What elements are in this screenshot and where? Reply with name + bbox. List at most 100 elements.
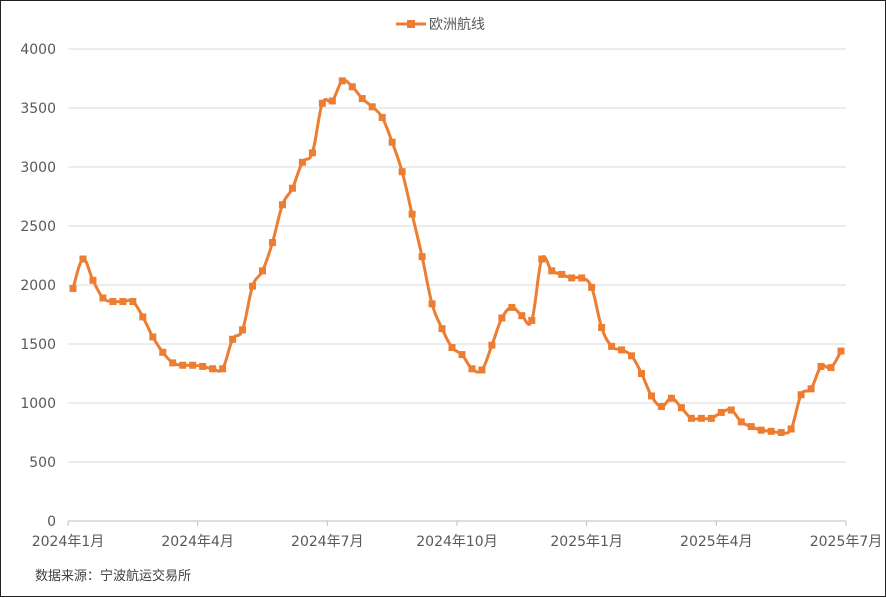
data-point [647, 392, 655, 400]
data-point [528, 316, 536, 324]
data-point [747, 423, 755, 431]
y-tick-label: 4000 [20, 42, 56, 58]
data-point [598, 323, 606, 331]
data-point [358, 95, 366, 103]
data-point [388, 138, 396, 146]
source-note: 数据来源：宁波航运交易所 [35, 569, 192, 584]
data-point [618, 346, 626, 354]
data-point [807, 385, 815, 393]
x-tick-label: 2024年4月 [161, 534, 234, 550]
data-point [219, 365, 227, 373]
data-point [508, 303, 516, 311]
data-point [189, 361, 197, 369]
data-point [448, 344, 456, 352]
x-tick-label: 2025年7月 [810, 534, 883, 550]
data-point [159, 348, 167, 356]
data-point [408, 210, 416, 218]
data-point [468, 365, 476, 373]
data-point [657, 403, 665, 411]
x-tick-label: 2024年7月 [291, 534, 364, 550]
data-point [438, 325, 446, 333]
series-line [71, 78, 843, 435]
data-point [328, 97, 336, 105]
data-point [737, 418, 745, 426]
data-point [129, 298, 137, 306]
y-tick-label: 0 [47, 514, 56, 530]
data-point [827, 364, 835, 372]
data-point [398, 168, 406, 176]
data-point [787, 425, 795, 433]
data-point [418, 253, 426, 261]
data-point [757, 426, 765, 434]
x-tick-label: 2025年4月 [680, 534, 753, 550]
data-point [109, 298, 117, 306]
data-point [687, 414, 695, 422]
data-point [707, 414, 715, 422]
data-point [69, 285, 77, 293]
data-point [837, 347, 845, 355]
data-point [667, 394, 675, 402]
legend: 欧洲航线 [396, 17, 485, 33]
data-point [558, 270, 566, 278]
data-point [717, 408, 725, 416]
data-point [727, 406, 735, 414]
data-point [89, 276, 97, 284]
data-point [677, 404, 685, 412]
data-point [288, 184, 296, 192]
y-tick-label: 3000 [20, 160, 56, 176]
data-point [458, 351, 466, 359]
gridlines [68, 48, 846, 463]
data-point [169, 359, 177, 367]
series-europe [69, 77, 845, 436]
data-point [318, 99, 326, 107]
data-point [179, 361, 187, 369]
x-tick-label: 2024年1月 [32, 534, 105, 550]
data-point [259, 267, 267, 275]
x-tick-label: 2025年1月 [550, 534, 623, 550]
data-point [548, 267, 556, 275]
data-point [817, 362, 825, 370]
data-point [139, 313, 147, 321]
x-axis [67, 520, 847, 526]
y-tick-label: 1500 [20, 337, 56, 353]
y-tick-label: 2000 [20, 278, 56, 294]
data-point [99, 294, 107, 302]
data-point [428, 300, 436, 308]
data-point [268, 239, 276, 247]
data-point [588, 283, 596, 291]
data-point [638, 370, 646, 377]
y-tick-label: 1000 [20, 396, 56, 412]
data-point [298, 158, 306, 166]
data-point [538, 255, 546, 263]
data-point [79, 255, 87, 263]
data-point [119, 298, 127, 306]
data-point [348, 83, 356, 91]
data-point [608, 342, 616, 350]
data-point [368, 103, 376, 111]
y-tick-label: 2500 [20, 219, 56, 235]
legend-label: 欧洲航线 [429, 17, 485, 33]
y-tick-labels: 0 500 1000 1500 2000 2500 3000 3500 4000 [20, 42, 56, 530]
data-point [697, 414, 705, 422]
x-tick-label: 2024年10月 [416, 534, 497, 550]
data-point [767, 427, 775, 435]
data-point [149, 333, 157, 341]
data-point [498, 314, 506, 322]
data-point [199, 362, 207, 370]
data-point [518, 312, 526, 320]
data-point [209, 365, 217, 373]
data-point [239, 326, 247, 334]
y-tick-label: 500 [29, 455, 56, 471]
data-point [338, 77, 346, 85]
data-point [797, 391, 805, 399]
data-point [308, 149, 316, 157]
data-point [378, 113, 386, 121]
data-point [777, 429, 785, 436]
data-point [249, 282, 257, 290]
data-point [229, 335, 237, 343]
y-tick-label: 3500 [20, 101, 56, 117]
x-tick-labels: 2024年1月 2024年4月 2024年7月 2024年10月 2025年1月 2025… [32, 534, 883, 550]
data-point [628, 352, 636, 360]
